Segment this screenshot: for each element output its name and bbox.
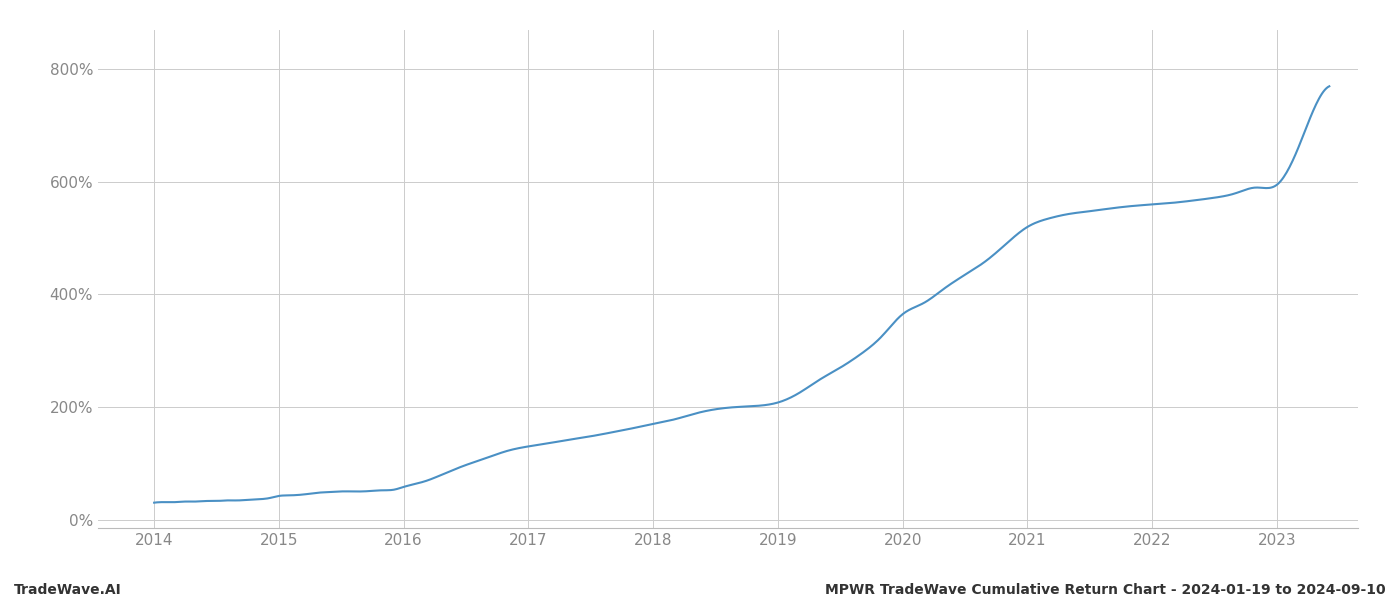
Text: TradeWave.AI: TradeWave.AI — [14, 583, 122, 597]
Text: MPWR TradeWave Cumulative Return Chart - 2024-01-19 to 2024-09-10: MPWR TradeWave Cumulative Return Chart -… — [826, 583, 1386, 597]
